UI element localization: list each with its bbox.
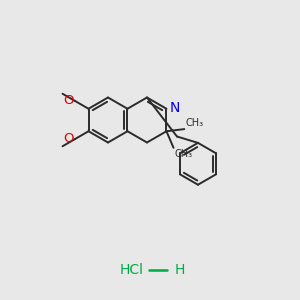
Text: H: H (175, 263, 185, 277)
Text: CH₃: CH₃ (185, 118, 203, 128)
Text: O: O (64, 94, 74, 107)
Text: CH₃: CH₃ (174, 149, 193, 159)
Text: N: N (170, 101, 180, 115)
Text: HCl: HCl (120, 263, 144, 277)
Text: O: O (64, 132, 74, 145)
